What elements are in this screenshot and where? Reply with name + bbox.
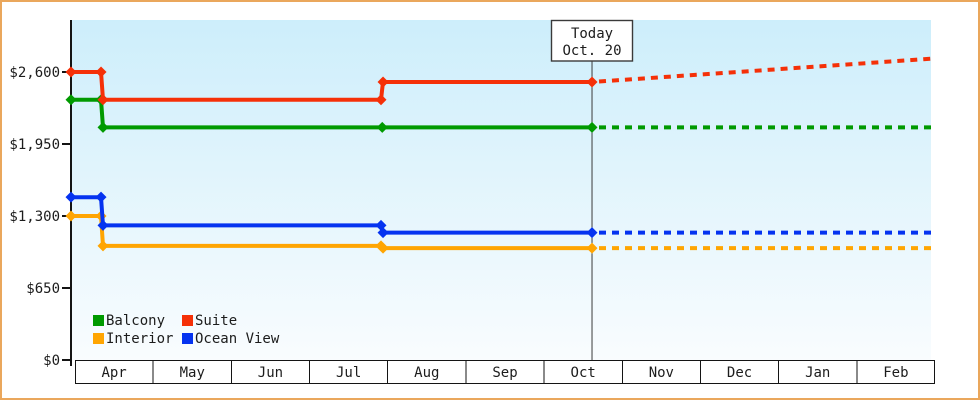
legend: Balcony Suite Interior Ocean View <box>93 313 280 347</box>
data-point-marker-suite <box>586 76 598 88</box>
data-point-marker-suite <box>375 94 387 106</box>
series-projection-suite <box>598 56 932 84</box>
data-point-marker-ocean-view <box>95 191 107 203</box>
data-point-marker-ocean-view <box>97 219 109 231</box>
today-annotation-box <box>550 19 634 62</box>
legend-swatch-balcony <box>93 315 104 326</box>
data-point-marker-suite <box>95 66 107 78</box>
legend-label-interior: Interior <box>106 331 173 347</box>
y-tick-label: $1,300 <box>9 209 60 225</box>
legend-label-balcony: Balcony <box>106 313 165 329</box>
data-point-marker-suite <box>97 94 109 106</box>
y-tick-label: $0 <box>43 353 60 369</box>
data-point-marker-balcony <box>97 121 109 133</box>
month-label-may: May <box>180 365 205 381</box>
month-label-oct: Oct <box>571 365 596 381</box>
data-point-marker-balcony <box>586 121 598 133</box>
y-axis: $0 $650 $1,300 $1,950 $2,600 <box>9 20 73 369</box>
data-point-marker-ocean-view <box>377 227 389 239</box>
data-point-marker-interior <box>586 242 598 254</box>
legend-swatch-interior <box>93 333 104 344</box>
month-label-jun: Jun <box>258 365 283 381</box>
y-tick-label: $1,950 <box>9 137 60 153</box>
legend-label-ocean-view: Ocean View <box>195 331 280 347</box>
month-label-apr: Apr <box>101 365 126 381</box>
month-label-aug: Aug <box>414 365 439 381</box>
month-label-feb: Feb <box>883 365 908 381</box>
x-axis: Apr May Jun Jul Aug Sep Oct Nov Dec Jan Feb <box>75 360 935 384</box>
today-annotation: Today Oct. 20 <box>550 19 634 62</box>
series-lines <box>65 56 932 254</box>
y-tick-label: $650 <box>26 281 60 297</box>
data-point-marker-suite <box>65 66 77 78</box>
data-point-marker-ocean-view <box>65 191 77 203</box>
legend-swatch-suite <box>182 315 193 326</box>
data-point-marker-interior <box>65 210 77 222</box>
legend-label-suite: Suite <box>195 313 237 329</box>
month-row <box>75 360 935 384</box>
today-date: Oct. 20 <box>563 43 622 59</box>
month-label-sep: Sep <box>492 365 517 381</box>
data-point-marker-balcony <box>376 121 388 133</box>
month-label-jul: Jul <box>336 365 361 381</box>
legend-swatch-ocean-view <box>182 333 193 344</box>
month-label-nov: Nov <box>649 365 674 381</box>
data-point-marker-ocean-view <box>586 227 598 239</box>
data-point-marker-interior <box>377 242 389 254</box>
month-label-jan: Jan <box>805 365 830 381</box>
y-tick-label: $2,600 <box>9 65 60 81</box>
data-point-marker-balcony <box>65 94 77 106</box>
data-point-marker-interior <box>97 240 109 252</box>
data-point-marker-suite <box>377 76 389 88</box>
month-label-dec: Dec <box>727 365 752 381</box>
plot-area <box>72 20 931 360</box>
today-label: Today <box>571 26 613 42</box>
